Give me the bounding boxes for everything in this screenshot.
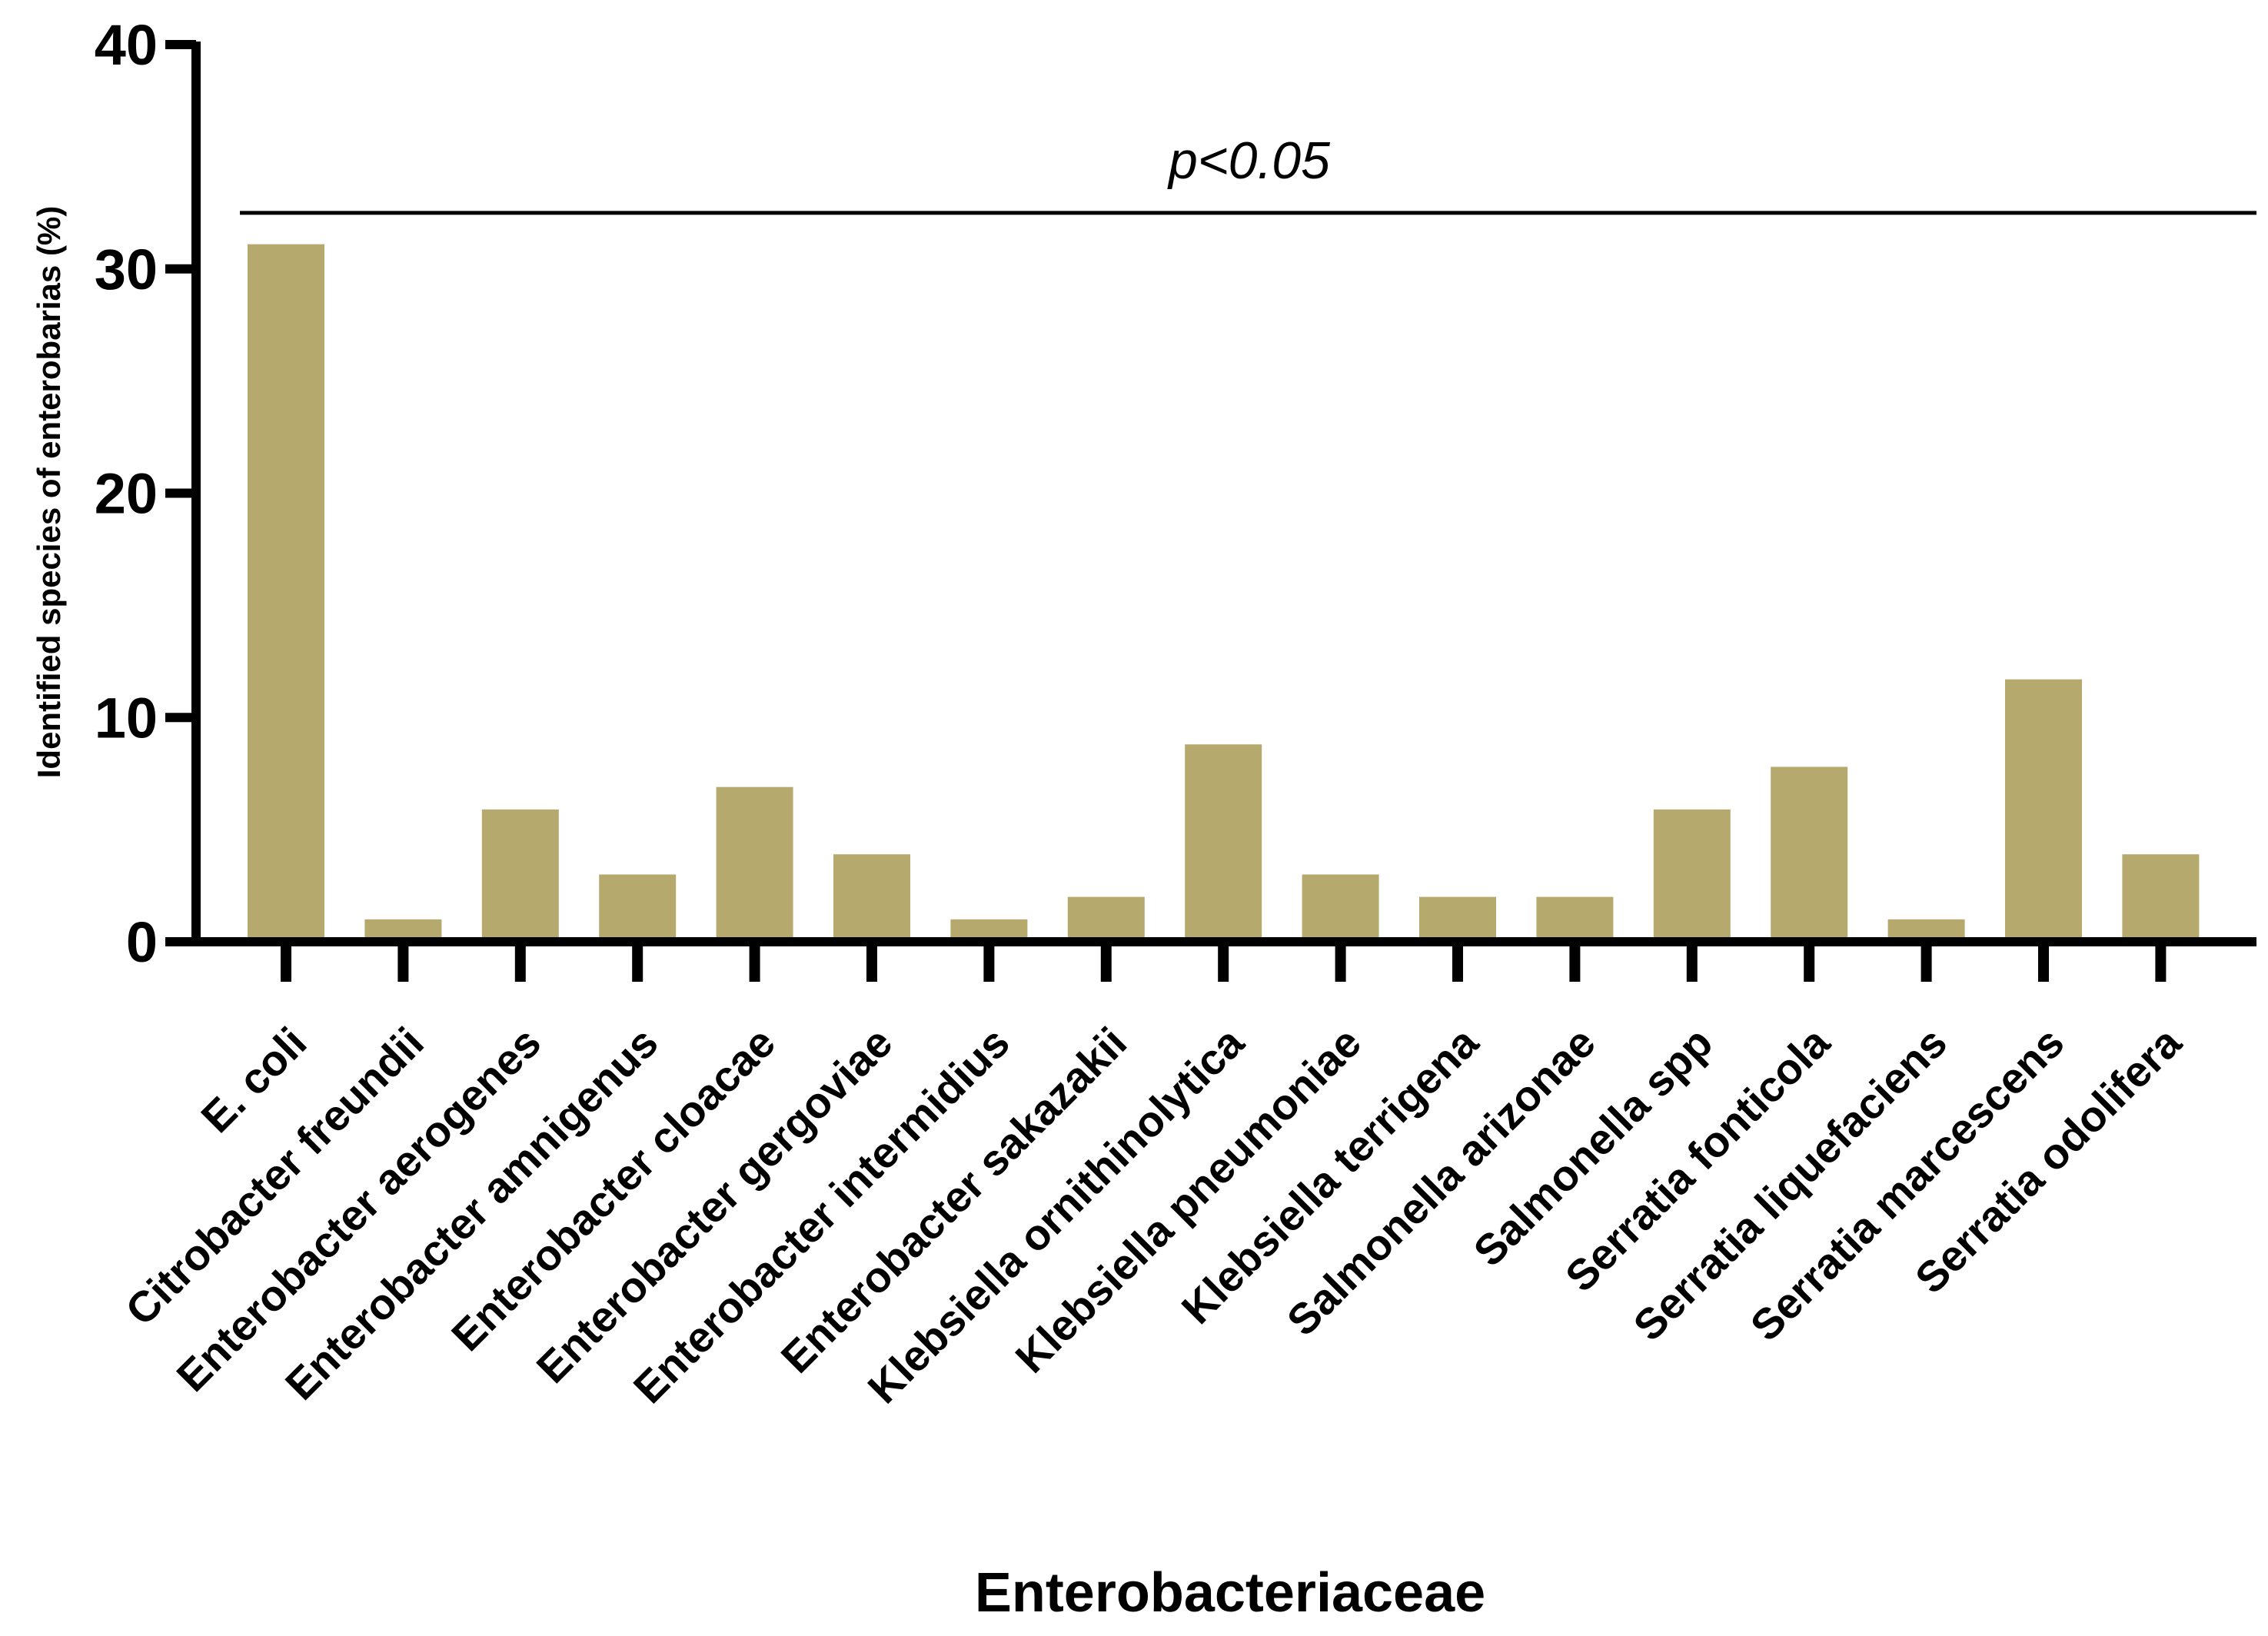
bar-17 — [2122, 854, 2200, 942]
bar-13 — [1653, 809, 1731, 942]
bar-3 — [481, 809, 559, 942]
bar-6 — [833, 854, 910, 942]
bar-16 — [2005, 679, 2082, 942]
bar-8 — [1067, 896, 1145, 942]
bar-1 — [248, 244, 324, 943]
y-tick-label-20: 20 — [95, 462, 158, 526]
y-axis-title: Identified species of enterobarias (%) — [31, 206, 67, 779]
bar-12 — [1536, 896, 1614, 942]
y-ticks-group: 0 10 20 30 40 — [95, 13, 196, 974]
y-tick-label-40: 40 — [95, 13, 158, 77]
bar-9 — [1185, 744, 1262, 942]
y-tick-label-0: 0 — [126, 910, 158, 974]
bar-5 — [716, 786, 793, 942]
annotation-group: p<0.05 — [240, 131, 2256, 215]
significance-label: p<0.05 — [1167, 131, 1330, 190]
bar-10 — [1302, 874, 1379, 942]
y-tick-label-10: 10 — [95, 686, 158, 750]
x-axis-title: Enterobacteriaceae — [975, 1562, 1485, 1624]
y-tick-label-30: 30 — [95, 238, 158, 301]
bar-11 — [1419, 896, 1496, 942]
bar-4 — [599, 874, 677, 942]
bar-14 — [1771, 766, 1848, 942]
bars-group — [248, 244, 2200, 943]
